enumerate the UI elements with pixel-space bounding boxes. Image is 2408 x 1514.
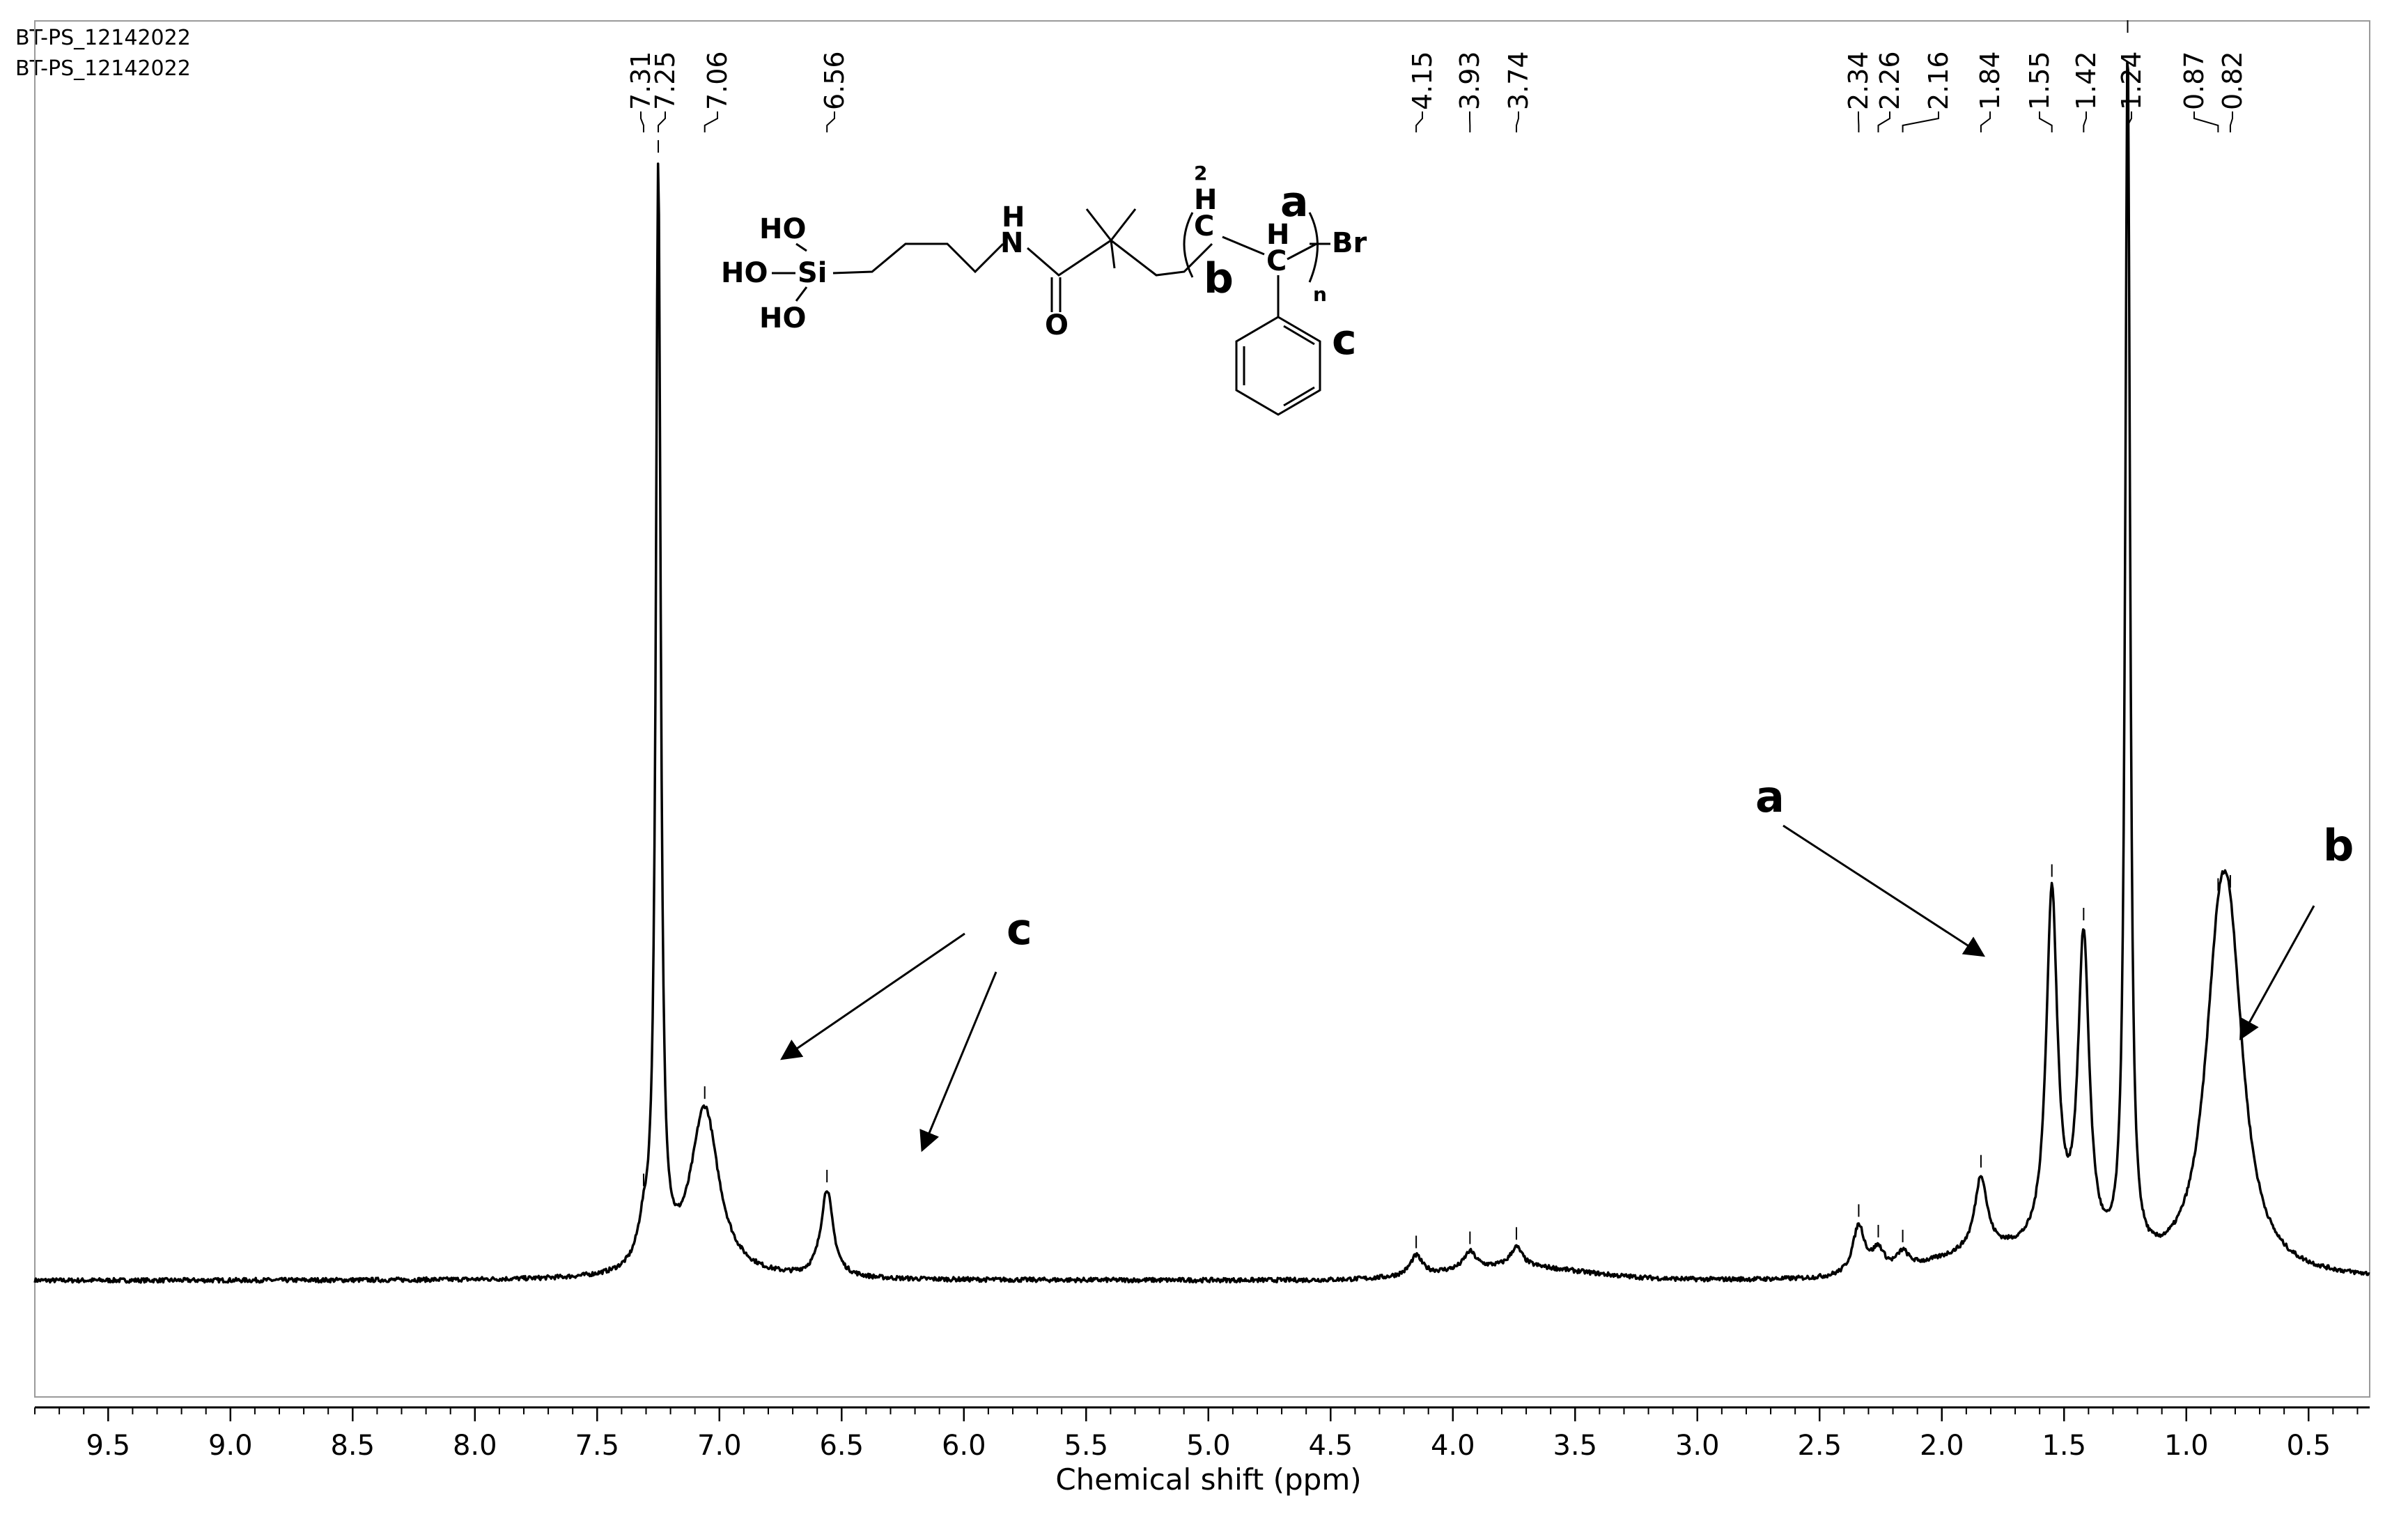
x-tick-label: 3.0 — [1675, 1430, 1720, 1462]
atom-subscript-n: n — [1313, 283, 1327, 306]
peak-leader-line — [2039, 111, 2053, 132]
peak-label: 2.26 — [1874, 51, 1905, 110]
x-tick-label: 8.0 — [453, 1430, 497, 1462]
peak-label: 0.87 — [2179, 51, 2209, 110]
x-tick-label: 2.5 — [1797, 1430, 1842, 1462]
peak-leader-line — [658, 111, 666, 132]
peak-leader-line — [1516, 111, 1519, 132]
annotation-arrow-c — [780, 932, 965, 1060]
x-axis-label: Chemical shift (ppm) — [1055, 1462, 1361, 1497]
dataset-name-2: BT-PS_12142022 — [15, 56, 191, 81]
peak-label: 1.24 — [2116, 51, 2147, 110]
peak-leader-line — [2229, 111, 2233, 132]
x-axis: 9.5 9.0 8.5 8.0 7.5 7.0 6.5 6.0 5.5 5.0 4.5 4.0 3.5 3… — [34, 1406, 2370, 1462]
peak-annotations: a b c — [780, 771, 2354, 1152]
peak-label: 6.56 — [819, 51, 850, 110]
peak-label: 7.25 — [650, 51, 681, 110]
annotation-a: a — [1755, 771, 1785, 822]
x-tick-label: 9.5 — [86, 1430, 130, 1462]
atom-subscript-2: 2 — [1194, 162, 1207, 185]
spectrum-trace — [33, 20, 2370, 1284]
x-tick-label: 6.0 — [942, 1430, 986, 1462]
peak-leader-line — [1902, 111, 1939, 132]
peak-label: 2.16 — [1923, 51, 1954, 110]
peak-label: 7.31 — [626, 51, 656, 110]
atom-c-1: C — [1194, 210, 1214, 242]
peak-leader-line — [2193, 111, 2219, 132]
x-tick-label: 1.5 — [2042, 1430, 2086, 1462]
atom-n: N — [1000, 227, 1023, 259]
annotation-arrow-c — [919, 971, 997, 1152]
chemical-structure: HO HO HO Si H N O 2 H C a b H C n Br — [721, 162, 1367, 416]
peak-leader-line — [1980, 111, 1991, 132]
x-tick-label: 4.5 — [1308, 1430, 1353, 1462]
x-tick-label: 7.0 — [697, 1430, 742, 1462]
label-a: a — [1280, 178, 1309, 226]
annotation-arrow-b — [2239, 905, 2315, 1041]
peak-label: 7.06 — [702, 51, 733, 110]
label-c: c — [1332, 316, 1357, 364]
atom-h-1: H — [1194, 184, 1217, 216]
x-tick-label: 5.5 — [1064, 1430, 1108, 1462]
peak-leader-line — [704, 111, 718, 132]
annotation-b: b — [2323, 820, 2354, 871]
atom-c-2: C — [1266, 245, 1287, 277]
atom-h-nh: H — [1002, 201, 1025, 233]
x-tick-label: 4.0 — [1431, 1430, 1475, 1462]
plot-frame — [34, 20, 2370, 1398]
atom-h-2: H — [1266, 219, 1289, 251]
peak-label: 3.93 — [1454, 51, 1485, 110]
peak-leader-line — [1415, 111, 1423, 132]
peak-label: 4.15 — [1407, 51, 1438, 110]
peak-leader-line — [2083, 111, 2087, 132]
atom-o: O — [1045, 309, 1069, 341]
peak-label: 2.34 — [1843, 51, 1874, 110]
atom-br: Br — [1332, 227, 1367, 259]
atom-si: Si — [798, 257, 828, 289]
atom-ho-2: HO — [721, 257, 768, 289]
annotation-arrow-a — [1782, 824, 1986, 957]
x-tick-label: 3.5 — [1553, 1430, 1597, 1462]
x-tick-label: 7.5 — [575, 1430, 619, 1462]
peak-leader-line — [1877, 111, 1890, 132]
x-tick-label: 8.5 — [330, 1430, 375, 1462]
peak-label: 1.55 — [2024, 51, 2055, 110]
peak-label: 1.42 — [2071, 51, 2102, 110]
x-tick-label: 2.0 — [1920, 1430, 1964, 1462]
spectrum-line — [33, 61, 2370, 1284]
peak-label: 3.74 — [1503, 51, 1534, 110]
x-tick-label: 5.0 — [1186, 1430, 1231, 1462]
annotation-c: c — [1007, 904, 1032, 955]
dataset-name-1: BT-PS_12142022 — [15, 26, 191, 50]
x-tick-label: 9.0 — [208, 1430, 253, 1462]
peak-label: 0.82 — [2217, 51, 2248, 110]
label-b: b — [1204, 254, 1234, 303]
atom-ho-1: HO — [759, 213, 806, 245]
peak-leader-line — [640, 111, 644, 132]
x-tick-label: 6.5 — [819, 1430, 864, 1462]
peak-leader-line — [826, 111, 835, 132]
x-tick-label: 1.0 — [2164, 1430, 2209, 1462]
atom-ho-3: HO — [759, 302, 806, 334]
x-tick-label: 0.5 — [2286, 1430, 2331, 1462]
peak-label: 1.84 — [1975, 51, 2005, 110]
peak-labels: 7.317.25 7.06 6.56 4.15 3.93 3.74 2.34 2.26 2.16… — [626, 51, 2248, 132]
